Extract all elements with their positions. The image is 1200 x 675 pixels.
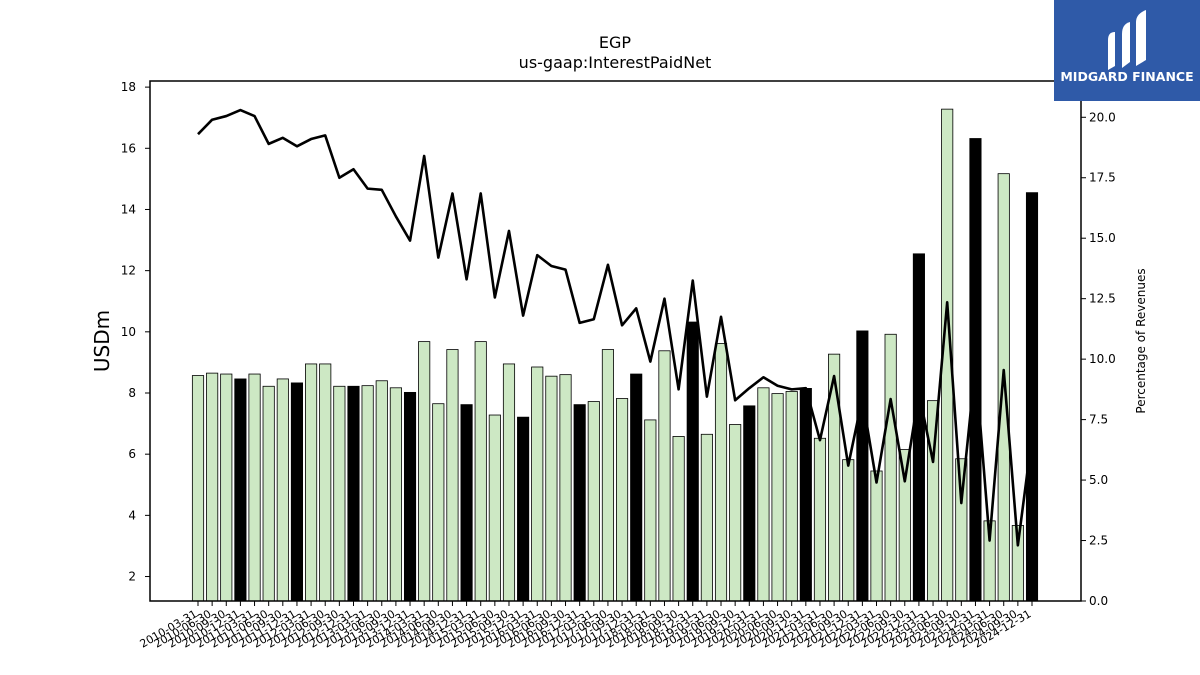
y-tick-label: 4 bbox=[128, 508, 136, 522]
bar bbox=[686, 321, 699, 602]
bar bbox=[743, 405, 756, 602]
y2-tick-label: 10.0 bbox=[1089, 352, 1116, 366]
bar bbox=[997, 173, 1010, 602]
y-tick-label: 14 bbox=[121, 202, 136, 216]
bar bbox=[403, 391, 417, 602]
bar bbox=[601, 349, 614, 602]
bar-series bbox=[191, 108, 1039, 602]
bar bbox=[672, 436, 685, 602]
bar bbox=[290, 382, 304, 602]
bar bbox=[573, 404, 586, 602]
bar bbox=[305, 363, 318, 602]
y-tick-label: 10 bbox=[121, 325, 136, 339]
bar bbox=[630, 373, 643, 602]
bar bbox=[870, 470, 883, 602]
y2-tick-label: 7.5 bbox=[1089, 413, 1108, 427]
chart-title: EGP bbox=[599, 33, 632, 52]
bar bbox=[912, 253, 925, 602]
bar bbox=[206, 372, 219, 602]
bar bbox=[531, 366, 544, 602]
y-tick-label: 18 bbox=[121, 80, 136, 94]
bar bbox=[587, 401, 600, 602]
bar bbox=[347, 385, 360, 602]
logo-mark-icon bbox=[1108, 10, 1146, 70]
plot-frame bbox=[149, 80, 1082, 602]
chart-subtitle: us-gaap:InterestPaidNet bbox=[519, 53, 712, 72]
y2-tick-label: 20.0 bbox=[1089, 110, 1116, 124]
y-tick-label: 2 bbox=[128, 570, 136, 584]
bar bbox=[319, 363, 332, 602]
bar bbox=[898, 449, 911, 602]
y-tick-label: 12 bbox=[121, 264, 136, 278]
bar bbox=[361, 385, 374, 602]
bar bbox=[813, 437, 827, 602]
y2-tick-label: 2.5 bbox=[1089, 534, 1108, 548]
bar bbox=[884, 333, 897, 602]
bar bbox=[1025, 192, 1039, 602]
y-tick-label: 6 bbox=[128, 447, 136, 461]
bar bbox=[276, 378, 289, 602]
revenue-percentage-line bbox=[197, 108, 1034, 547]
y-axis-label: USDm bbox=[90, 310, 114, 372]
y2-tick-label: 15.0 bbox=[1089, 231, 1116, 245]
bar bbox=[389, 387, 402, 602]
bar bbox=[418, 341, 431, 602]
bar bbox=[714, 343, 728, 602]
bar bbox=[502, 363, 516, 602]
bar bbox=[474, 341, 487, 602]
y2-tick-label: 12.5 bbox=[1089, 292, 1116, 306]
bar bbox=[191, 375, 205, 602]
bar bbox=[432, 403, 445, 602]
y2-axis-label: Percentage of Revenues bbox=[1134, 268, 1148, 413]
bar bbox=[616, 398, 629, 602]
bar bbox=[375, 380, 388, 602]
y-axis-right: 0.0 2.5 5.0 7.5 10.0 12.5 15.0 17.5 20.0 bbox=[1081, 110, 1116, 608]
y-tick-label: 8 bbox=[128, 386, 136, 400]
bar bbox=[517, 416, 530, 602]
bar bbox=[644, 419, 657, 602]
bar bbox=[842, 459, 855, 602]
logo: MIDGARD FINANCE bbox=[1054, 0, 1200, 101]
bar bbox=[658, 350, 671, 602]
y2-tick-label: 17.5 bbox=[1089, 171, 1116, 185]
line-series bbox=[197, 108, 1034, 547]
bar bbox=[333, 385, 346, 602]
bar bbox=[262, 385, 275, 602]
bar bbox=[545, 375, 558, 602]
y2-tick-label: 5.0 bbox=[1089, 473, 1108, 487]
bar bbox=[234, 378, 247, 602]
bar bbox=[729, 424, 742, 602]
bar bbox=[757, 387, 770, 602]
bar bbox=[220, 373, 233, 602]
bar bbox=[460, 404, 473, 602]
y2-tick-label: 0.0 bbox=[1089, 594, 1108, 608]
bar bbox=[799, 388, 812, 602]
bar bbox=[248, 373, 261, 602]
bar bbox=[785, 391, 798, 602]
bar bbox=[446, 349, 459, 602]
bar bbox=[488, 414, 501, 602]
x-axis: 2010-03-312010-06-302010-09-302010-12-31… bbox=[138, 601, 1034, 651]
bar bbox=[700, 433, 713, 602]
bar bbox=[856, 330, 869, 602]
logo-text: MIDGARD FINANCE bbox=[1060, 69, 1193, 84]
y-axis-left: 2 4 6 8 10 12 14 16 18 bbox=[121, 80, 150, 584]
y-tick-label: 16 bbox=[121, 141, 136, 155]
bar bbox=[559, 374, 572, 602]
bar bbox=[955, 458, 968, 602]
bar bbox=[771, 393, 784, 602]
